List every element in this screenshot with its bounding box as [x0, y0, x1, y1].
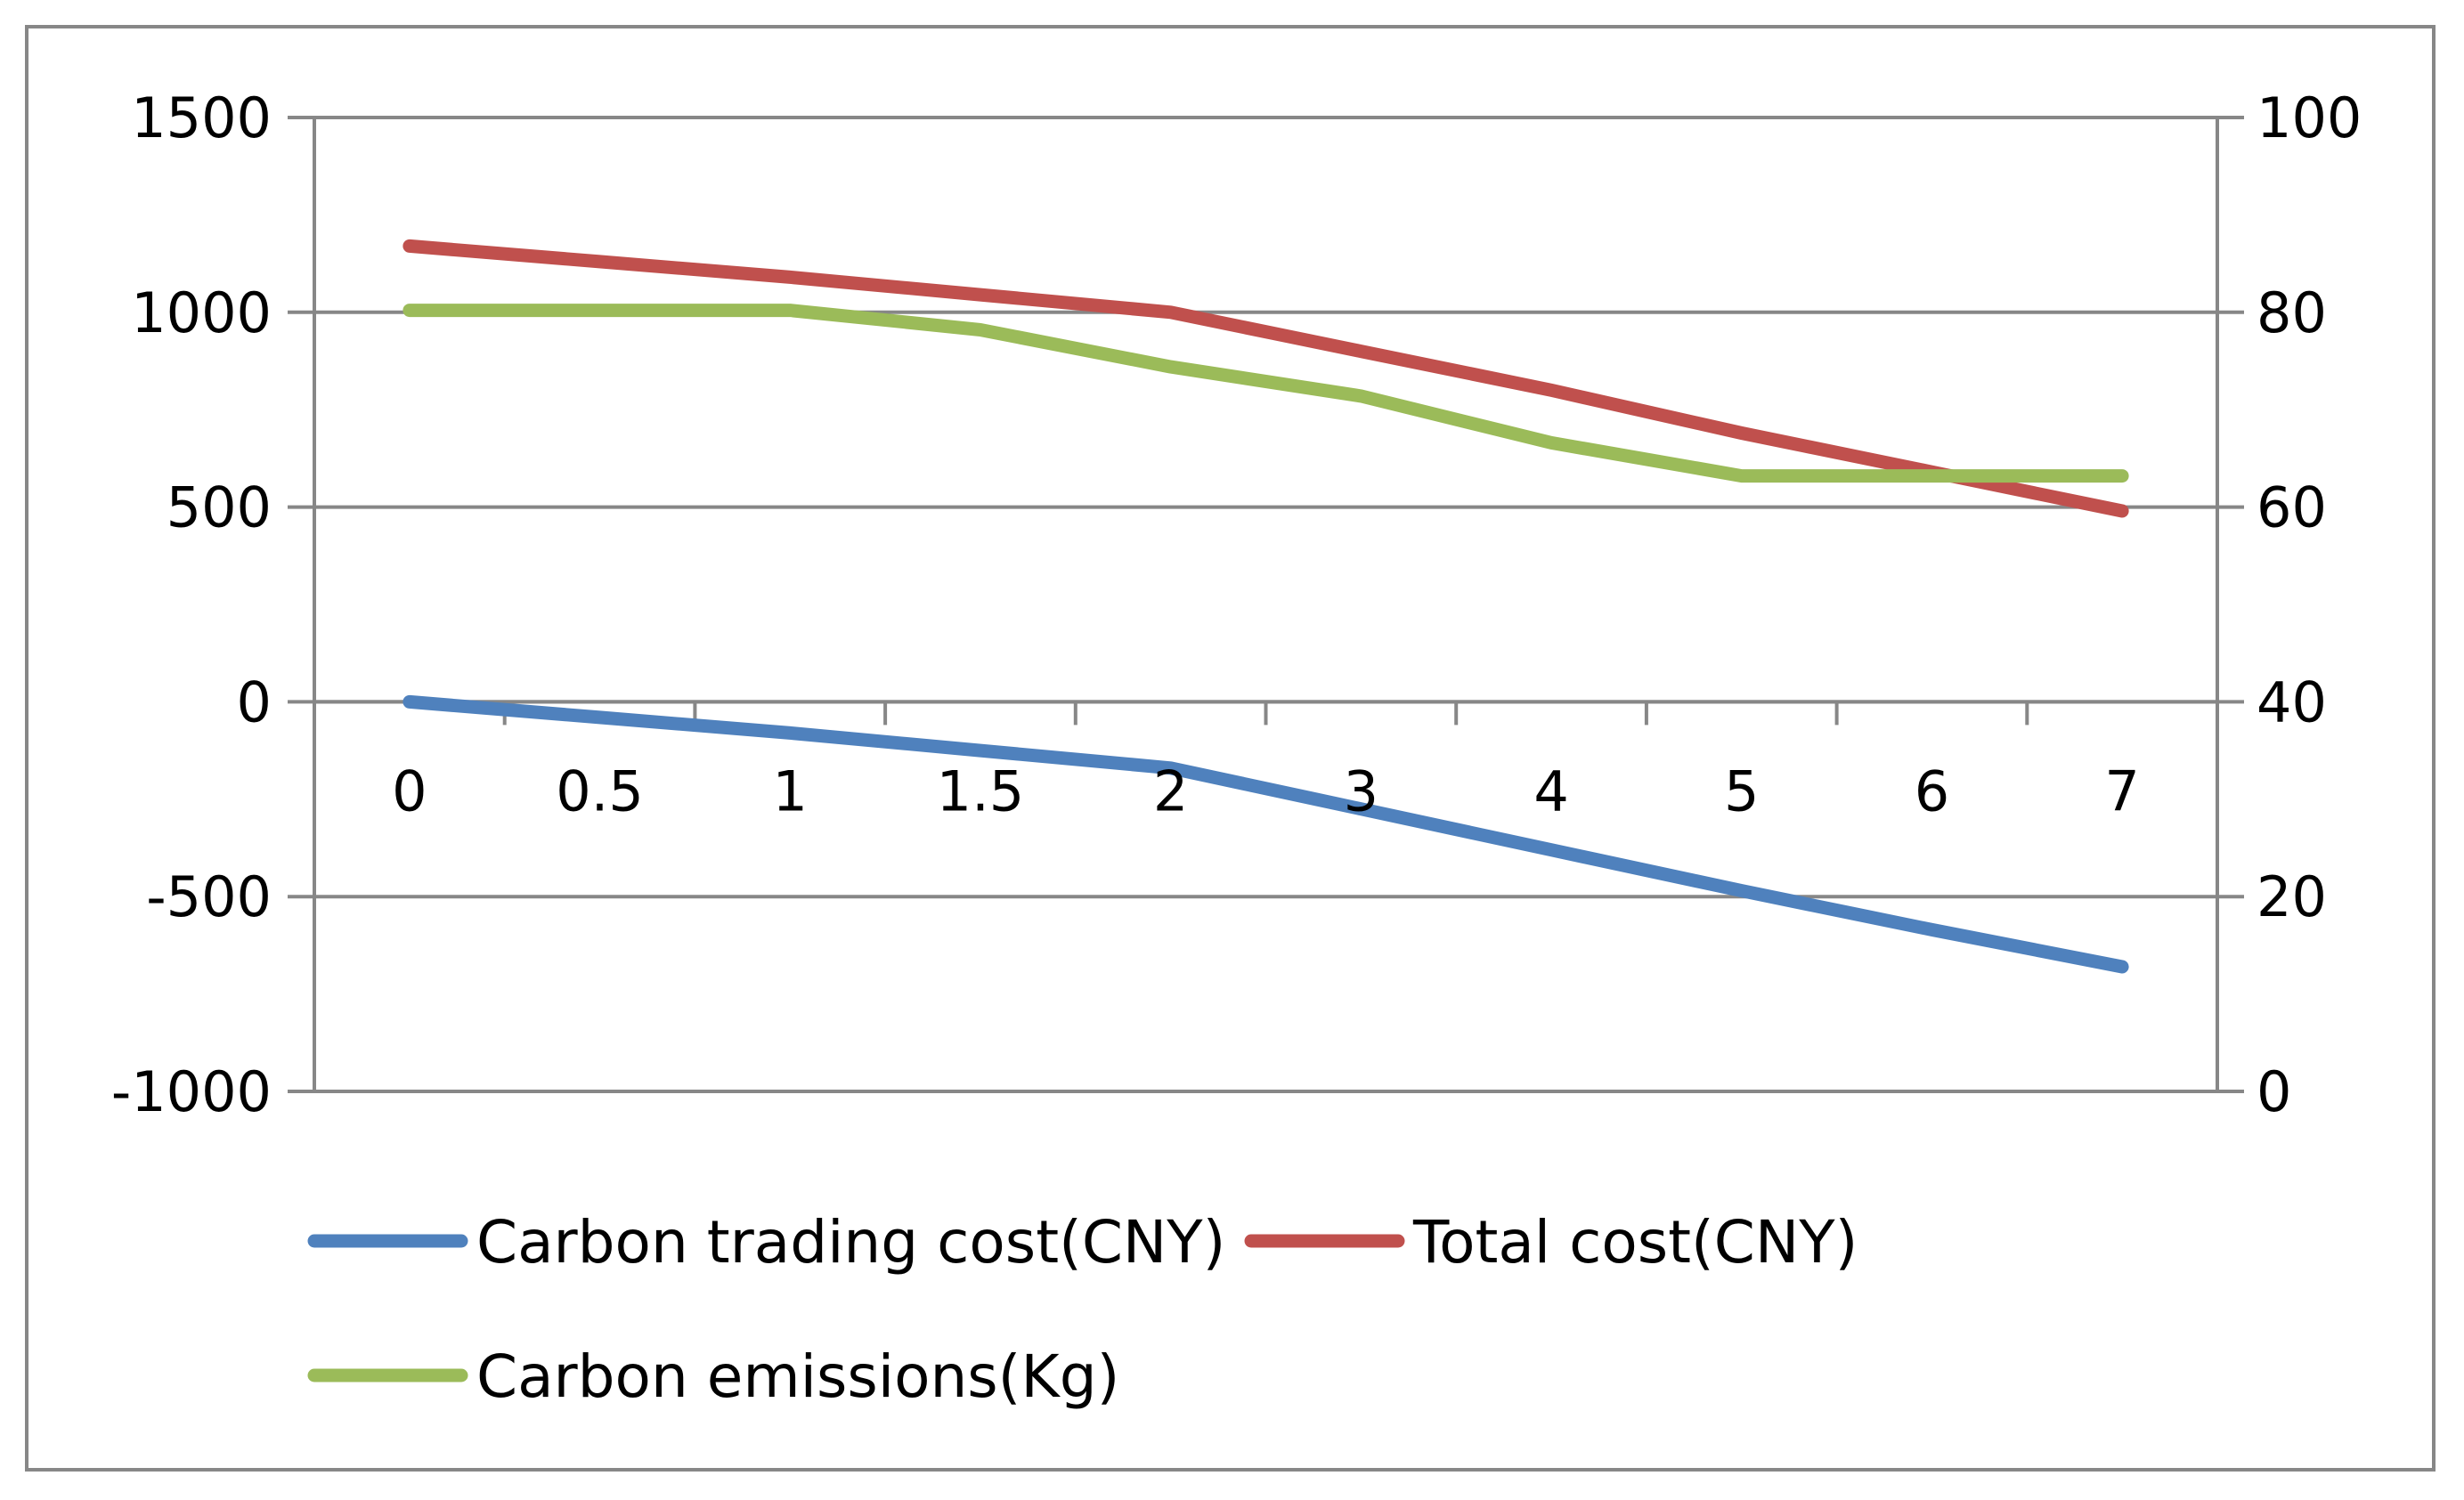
chart-frame [25, 25, 2436, 1472]
legend: Carbon trading cost(CNY) Total cost(CNY) C… [307, 1208, 1858, 1411]
x-tick-label: 3 [1344, 758, 1378, 823]
y-right-tick-label: 80 [2257, 280, 2327, 345]
legend-label-carbon-trading-cost: Carbon trading cost(CNY) [476, 1208, 1225, 1277]
y-right-tick-label: 60 [2257, 475, 2327, 540]
series-line-total-cost [403, 239, 2129, 518]
series-line-carbon-trading-cost [403, 694, 2129, 974]
y-right-tick-label: 0 [2257, 1059, 2291, 1124]
x-tick-label: 5 [1724, 758, 1759, 823]
y-right-tick-label: 20 [2257, 864, 2327, 929]
x-tick-label: 4 [1533, 758, 1568, 823]
y-right-tick-label: 100 [2257, 85, 2362, 150]
x-tick-label: 6 [1915, 758, 1949, 823]
y-left-tick-label: 1000 [131, 280, 272, 345]
x-tick-label: 2 [1153, 758, 1188, 823]
x-tick-label: 7 [2104, 758, 2139, 823]
x-tick-label: 0.5 [556, 758, 644, 823]
y-left-tick-label: 1500 [131, 85, 272, 150]
series-lines [403, 239, 2129, 974]
x-tick-label: 1.5 [937, 758, 1025, 823]
series-line-carbon-emissions [403, 304, 2129, 483]
y-right-tick-label: 40 [2257, 669, 2327, 734]
axes [288, 116, 2244, 1093]
x-tick-labels: 0 0.5 1 1.5 2 3 4 5 6 7 [392, 758, 2140, 823]
y-left-tick-label: -500 [146, 864, 272, 929]
legend-label-carbon-emissions: Carbon emissions(Kg) [476, 1342, 1119, 1411]
y-left-tick-label: 500 [167, 475, 272, 540]
legend-label-total-cost: Total cost(CNY) [1412, 1208, 1858, 1277]
x-tick-label: 1 [773, 758, 808, 823]
y-left-tick-label: 0 [237, 669, 272, 734]
y-left-tick-label: -1000 [111, 1059, 272, 1124]
x-tick-label: 0 [392, 758, 427, 823]
